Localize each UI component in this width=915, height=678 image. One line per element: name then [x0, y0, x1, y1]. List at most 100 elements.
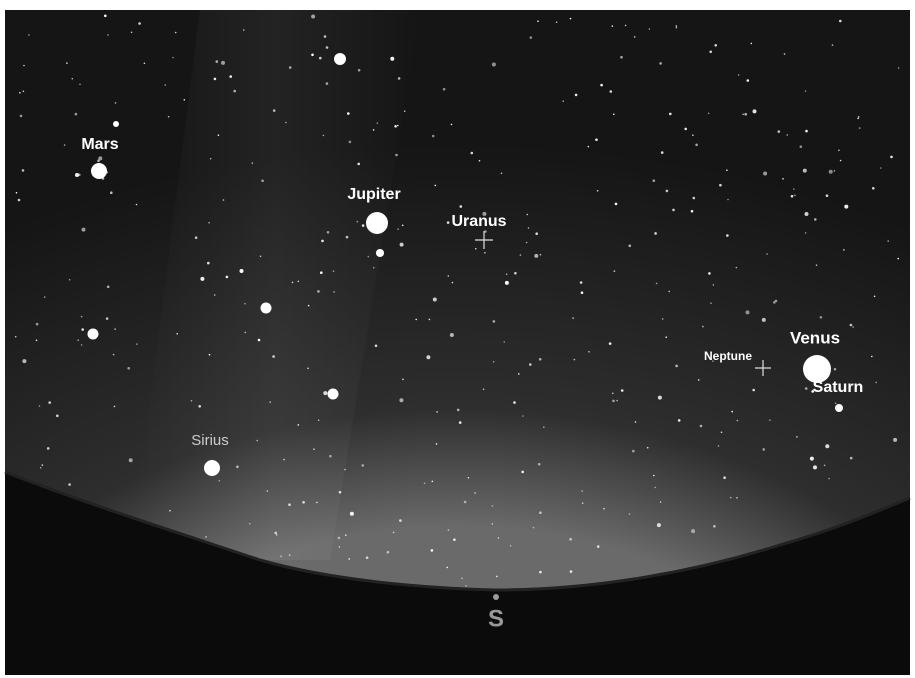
star	[539, 511, 542, 514]
star	[298, 424, 300, 426]
star	[131, 32, 133, 34]
star	[738, 74, 740, 76]
star	[610, 90, 613, 93]
star	[669, 113, 672, 116]
star	[127, 367, 130, 370]
star	[580, 281, 583, 284]
star	[654, 487, 656, 489]
star	[828, 478, 830, 480]
star	[726, 169, 728, 171]
star	[538, 463, 541, 466]
star	[794, 195, 796, 197]
star	[22, 169, 25, 172]
star	[660, 501, 662, 503]
star	[289, 66, 292, 69]
star	[540, 254, 542, 256]
star	[318, 419, 320, 421]
star	[613, 113, 615, 115]
star	[198, 405, 201, 408]
star	[805, 212, 809, 216]
star	[501, 173, 503, 175]
star	[656, 283, 658, 285]
star	[436, 411, 438, 413]
star	[521, 471, 524, 474]
star	[66, 62, 68, 64]
star	[184, 99, 186, 101]
star	[816, 264, 818, 266]
star	[436, 443, 438, 445]
star	[432, 135, 435, 138]
star	[106, 317, 109, 320]
star	[465, 585, 467, 587]
star	[675, 365, 678, 368]
star	[362, 224, 365, 227]
star	[653, 475, 655, 477]
star	[662, 318, 664, 320]
star	[207, 262, 210, 265]
star	[221, 61, 225, 65]
star	[723, 476, 726, 479]
star	[483, 389, 485, 391]
star-sirius[interactable]	[204, 460, 220, 476]
star	[68, 483, 71, 486]
star	[113, 354, 115, 356]
star	[333, 291, 335, 293]
star	[897, 258, 899, 260]
star	[461, 578, 463, 580]
star	[415, 319, 417, 321]
star	[835, 403, 837, 405]
star	[684, 128, 687, 131]
star	[471, 152, 474, 155]
star	[718, 445, 720, 447]
object-label: Mars	[81, 136, 118, 153]
star	[20, 115, 23, 118]
planet-jupiter[interactable]	[366, 212, 388, 234]
star	[357, 163, 360, 166]
star	[484, 252, 486, 254]
star	[518, 373, 520, 375]
star	[110, 191, 113, 194]
star	[18, 199, 21, 202]
star	[824, 465, 826, 467]
planet-saturn[interactable]	[835, 404, 843, 412]
star	[872, 187, 875, 190]
star	[107, 286, 110, 289]
star	[534, 254, 538, 258]
star	[261, 180, 264, 183]
star	[744, 113, 747, 116]
star	[368, 256, 370, 258]
star	[209, 354, 211, 356]
star	[358, 69, 361, 72]
star	[569, 538, 572, 541]
star	[843, 249, 845, 251]
star	[345, 534, 347, 536]
planet-mars[interactable]	[91, 163, 107, 179]
star	[834, 170, 836, 172]
star	[810, 457, 814, 461]
star	[727, 199, 729, 201]
star	[175, 32, 177, 34]
compass-marker	[493, 594, 499, 600]
star	[493, 361, 495, 363]
star	[292, 282, 294, 284]
star	[615, 203, 618, 206]
star	[691, 529, 695, 533]
star	[205, 536, 207, 538]
star	[562, 100, 564, 102]
star	[23, 65, 25, 67]
star	[36, 323, 39, 326]
star	[164, 84, 166, 86]
star	[431, 549, 434, 552]
star	[708, 113, 710, 115]
star	[398, 77, 401, 80]
star	[22, 359, 26, 363]
star	[319, 57, 322, 60]
star	[875, 382, 877, 384]
star	[839, 20, 842, 23]
star	[138, 22, 141, 25]
star	[814, 218, 817, 221]
star	[747, 79, 750, 82]
star	[513, 401, 516, 404]
star	[603, 508, 605, 510]
star	[588, 146, 590, 148]
